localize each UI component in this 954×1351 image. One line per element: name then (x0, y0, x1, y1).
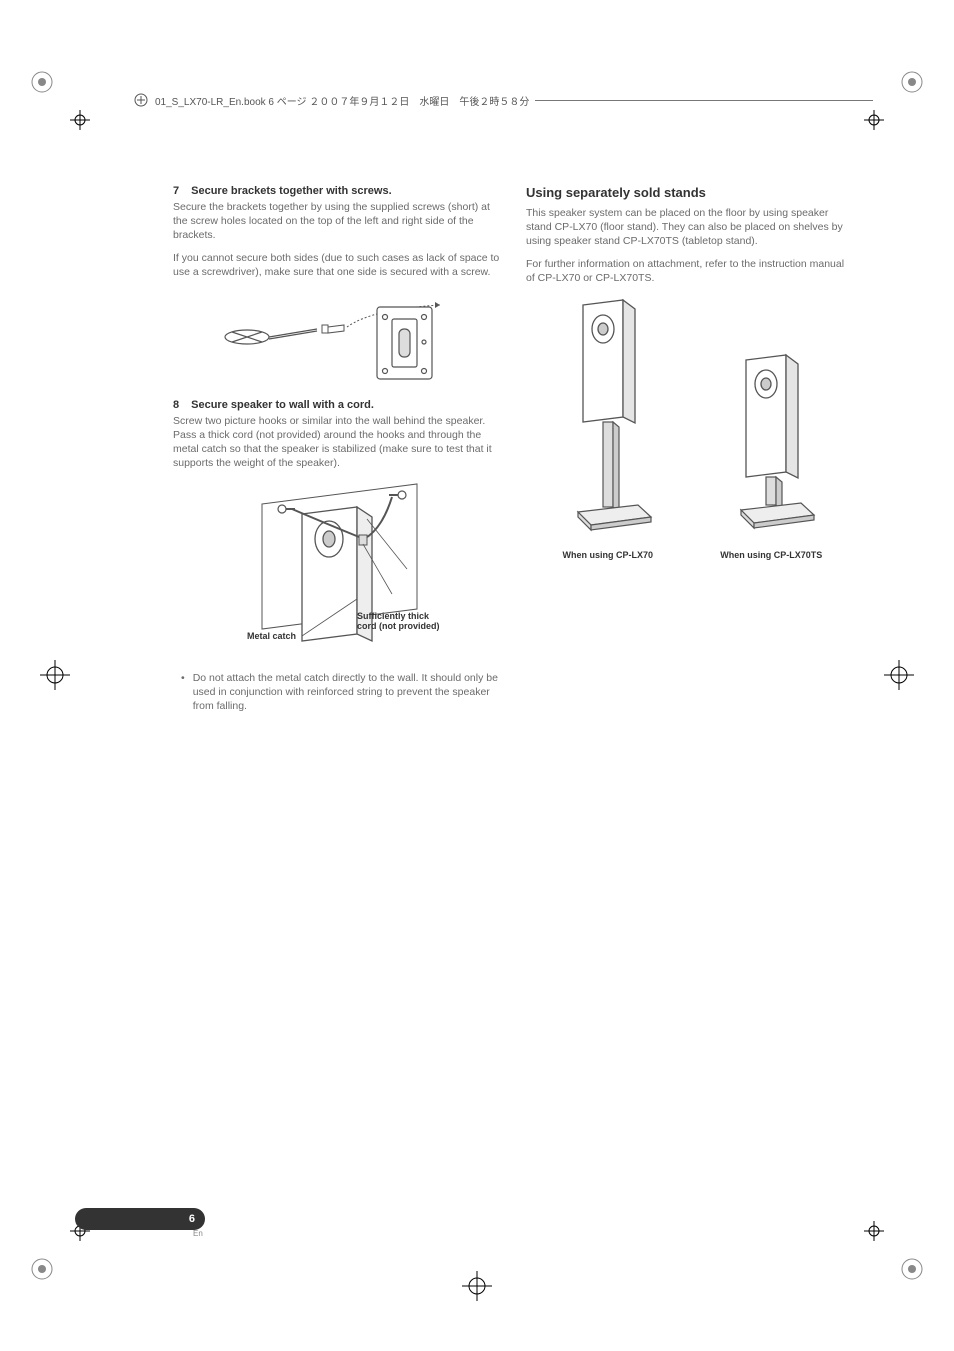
table-stand-figure (716, 297, 826, 537)
step8-heading: 8 Secure speaker to wall with a cord. (173, 399, 500, 411)
step7-number: 7 (173, 185, 179, 197)
header-bar: 01_S_LX70-LR_En.book 6 ページ ２００７年９月１２日 水曜… (133, 92, 873, 108)
step8-title: Secure speaker to wall with a cord. (191, 399, 374, 411)
page-number-badge: 6 (75, 1208, 205, 1230)
reg-mark-bottom (462, 1271, 492, 1301)
header-filename: 01_S_LX70-LR_En.book 6 ページ ２００７年９月１２日 水曜… (149, 93, 535, 108)
book-icon (133, 92, 149, 108)
stands-para2: For further information on attachment, r… (526, 257, 853, 285)
step7-para1: Secure the brackets together by using th… (173, 200, 500, 243)
step8-number: 8 (173, 399, 179, 411)
floor-stand-caption: When using CP-LX70 (553, 550, 663, 560)
callout-cord-2: cord (not provided) (357, 621, 440, 631)
table-stand-item: When using CP-LX70TS (716, 297, 826, 560)
floor-stand-figure (553, 297, 663, 537)
bullet-text: Do not attach the metal catch directly t… (193, 671, 500, 714)
left-column: 7 Secure brackets together with screws. S… (173, 185, 500, 713)
crop-mark-tl (30, 70, 90, 130)
step7-title: Secure brackets together with screws. (191, 185, 392, 197)
stands-heading: Using separately sold stands (526, 185, 853, 200)
step7-heading: 7 Secure brackets together with screws. (173, 185, 500, 197)
bullet-note: • Do not attach the metal catch directly… (181, 671, 500, 714)
bullet-dot-icon: • (181, 671, 185, 714)
stand-figures: When using CP-LX70 (526, 297, 853, 560)
crop-mark-bl (30, 1221, 90, 1281)
step7-figure (173, 287, 500, 387)
reg-mark-left (40, 660, 70, 690)
callout-cord-1: Sufficiently thick (357, 611, 430, 621)
page-lang: En (193, 1229, 203, 1238)
stands-para1: This speaker system can be placed on the… (526, 206, 853, 249)
page-number: 6 (189, 1213, 195, 1225)
table-stand-caption: When using CP-LX70TS (716, 550, 826, 560)
step8-figure: Metal catch Sufficiently thick cord (not… (173, 479, 500, 659)
header-rule (535, 100, 873, 101)
right-column: Using separately sold stands This speake… (526, 185, 853, 713)
step8-para1: Screw two picture hooks or similar into … (173, 414, 500, 471)
floor-stand-item: When using CP-LX70 (553, 297, 663, 560)
page-content: 7 Secure brackets together with screws. S… (173, 185, 853, 713)
callout-metal-catch: Metal catch (247, 631, 296, 641)
step7-para2: If you cannot secure both sides (due to … (173, 251, 500, 279)
page-frame: 01_S_LX70-LR_En.book 6 ページ ２００７年９月１２日 水曜… (105, 75, 890, 1260)
